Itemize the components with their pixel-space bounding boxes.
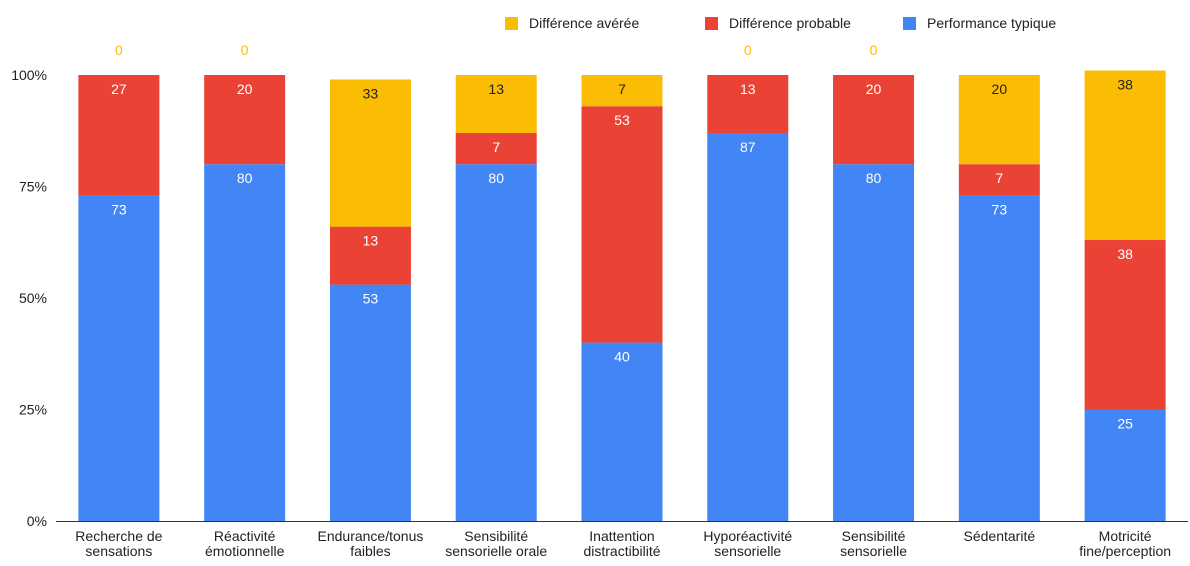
data-label: 7 — [492, 139, 500, 155]
category-label-line: sensations — [85, 543, 152, 559]
category-label: Motricité fine/perception — [1079, 528, 1171, 559]
data-label: 0 — [115, 42, 123, 58]
category-label-line: sensorielle — [840, 543, 907, 559]
legend-label: Performance typique — [927, 15, 1056, 31]
bar-segment — [958, 195, 1040, 522]
data-label: 20 — [866, 81, 882, 97]
category-label: Inattention distractibilité — [583, 528, 660, 559]
category-label-line: faibles — [350, 543, 390, 559]
category-label-line: Motricité — [1099, 528, 1152, 544]
category-label-line: Hyporéactivité — [703, 528, 792, 544]
category-label-line: Sensibilité — [842, 528, 906, 544]
data-label: 80 — [866, 170, 882, 186]
bar-segment — [455, 164, 537, 521]
y-tick-label: 100% — [11, 67, 47, 83]
category-label: Réactivité émotionnelle — [205, 528, 285, 559]
bar-segment — [78, 195, 160, 522]
bar-segment — [581, 75, 663, 107]
data-label: 53 — [363, 291, 379, 307]
data-label: 33 — [363, 85, 379, 101]
bar-segment — [204, 164, 286, 521]
category-label: Sédentarité — [964, 528, 1036, 544]
legend-swatch — [903, 17, 916, 30]
y-tick-label: 25% — [19, 402, 47, 418]
category-label-line: sensorielle orale — [445, 543, 547, 559]
data-label: 0 — [241, 42, 249, 58]
data-label: 20 — [992, 81, 1008, 97]
bar-segment — [329, 284, 411, 521]
data-label: 13 — [488, 81, 504, 97]
data-label: 0 — [744, 42, 752, 58]
data-label: 40 — [614, 349, 630, 365]
data-label: 80 — [237, 170, 253, 186]
data-label: 13 — [363, 233, 379, 249]
bar-segment — [329, 226, 411, 285]
bar-segment — [581, 106, 663, 343]
bar-segment — [1084, 240, 1166, 410]
category-label-line: Réactivité — [214, 528, 276, 544]
bar-segment — [833, 75, 915, 165]
bar-segment — [455, 75, 537, 133]
data-label: 73 — [111, 201, 127, 217]
bar-segment — [204, 75, 286, 165]
bar-segment — [958, 164, 1040, 196]
category-label-line: Recherche de — [75, 528, 162, 544]
data-label: 27 — [111, 81, 127, 97]
bar-segment — [455, 132, 537, 165]
category-label-line: Sédentarité — [964, 528, 1036, 544]
category-label-line: Endurance/tonus — [318, 528, 424, 544]
legend-swatch — [705, 17, 718, 30]
data-label: 7 — [995, 170, 1003, 186]
legend-label: Différence probable — [729, 15, 851, 31]
y-tick-label: 0% — [27, 513, 47, 529]
bar-segment — [707, 75, 789, 133]
category-label-line: Sensibilité — [464, 528, 528, 544]
category-label-line: fine/perception — [1079, 543, 1171, 559]
bar-segment — [1084, 409, 1166, 521]
data-label: 73 — [992, 201, 1008, 217]
bar-segment — [1084, 70, 1166, 241]
y-tick-label: 50% — [19, 290, 47, 306]
bar-segment — [78, 75, 160, 196]
data-label: 38 — [1117, 246, 1133, 262]
data-label: 80 — [488, 170, 504, 186]
category-label-line: Inattention — [589, 528, 654, 544]
category-label: Sensibilité sensorielle orale — [445, 528, 547, 559]
data-label: 53 — [614, 112, 630, 128]
category-label-line: émotionnelle — [205, 543, 285, 559]
data-label: 25 — [1117, 416, 1133, 432]
y-tick-label: 75% — [19, 179, 47, 195]
legend-label: Différence avérée — [529, 15, 639, 31]
category-label: Hyporéactivité sensorielle — [703, 528, 792, 559]
data-label: 87 — [740, 139, 756, 155]
bar-segment — [707, 132, 789, 522]
category-label-line: sensorielle — [714, 543, 781, 559]
category-label: Sensibilité sensorielle — [840, 528, 907, 559]
data-label: 7 — [618, 81, 626, 97]
bar-segment — [958, 75, 1040, 165]
legend-swatch — [505, 17, 518, 30]
category-label: Endurance/tonus faibles — [318, 528, 424, 559]
bar-segment — [329, 79, 411, 227]
category-label: Recherche de sensations — [75, 528, 162, 559]
bar-segment — [833, 164, 915, 521]
category-label-line: distractibilité — [583, 543, 660, 559]
data-label: 0 — [870, 42, 878, 58]
data-label: 13 — [740, 81, 756, 97]
data-label: 20 — [237, 81, 253, 97]
data-label: 38 — [1117, 77, 1133, 93]
bar-segment — [581, 342, 663, 521]
